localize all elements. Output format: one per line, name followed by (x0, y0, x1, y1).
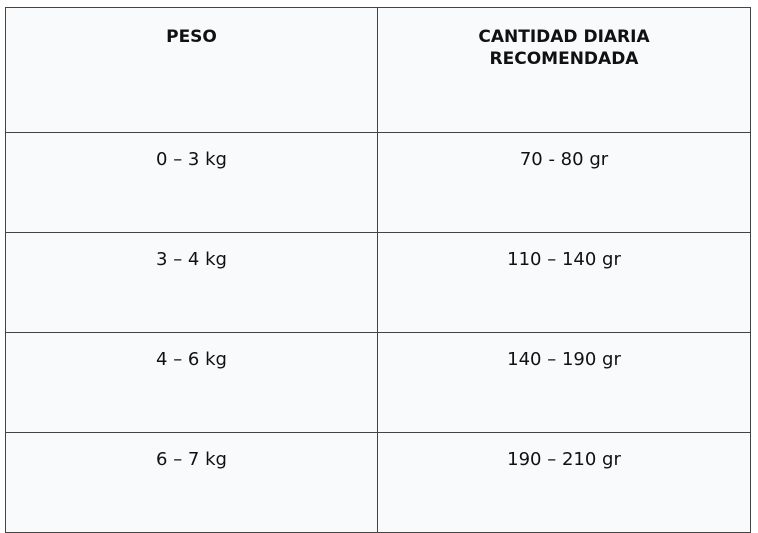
table-row: 6 – 7 kg 190 – 210 gr (5, 432, 751, 533)
table-row: 3 – 4 kg 110 – 140 gr (5, 232, 751, 333)
table-body: 0 – 3 kg 70 - 80 gr 3 – 4 kg 110 – 140 gr 4 … (5, 132, 751, 533)
table-cell: 6 – 7 kg (5, 432, 378, 533)
header-text: PESO (166, 27, 217, 47)
header-cell: CANTIDAD DIARIA RECOMENDADA (377, 7, 751, 133)
feeding-table: PESO CANTIDAD DIARIA RECOMENDADA 0 – 3 k… (5, 7, 751, 533)
page: PESO CANTIDAD DIARIA RECOMENDADA 0 – 3 k… (5, 7, 751, 533)
table-cell: 4 – 6 kg (5, 332, 378, 433)
table-cell: 190 – 210 gr (377, 432, 751, 533)
table-cell: 110 – 140 gr (377, 232, 751, 333)
table-row: 4 – 6 kg 140 – 190 gr (5, 332, 751, 433)
table-row: 0 – 3 kg 70 - 80 gr (5, 132, 751, 233)
table-cell: 0 – 3 kg (5, 132, 378, 233)
table-cell: 140 – 190 gr (377, 332, 751, 433)
header-row: PESO CANTIDAD DIARIA RECOMENDADA (5, 7, 751, 133)
header-cell: PESO (5, 7, 378, 133)
table-cell: 70 - 80 gr (377, 132, 751, 233)
header-text: CANTIDAD DIARIA RECOMENDADA (478, 27, 650, 69)
table-cell: 3 – 4 kg (5, 232, 378, 333)
